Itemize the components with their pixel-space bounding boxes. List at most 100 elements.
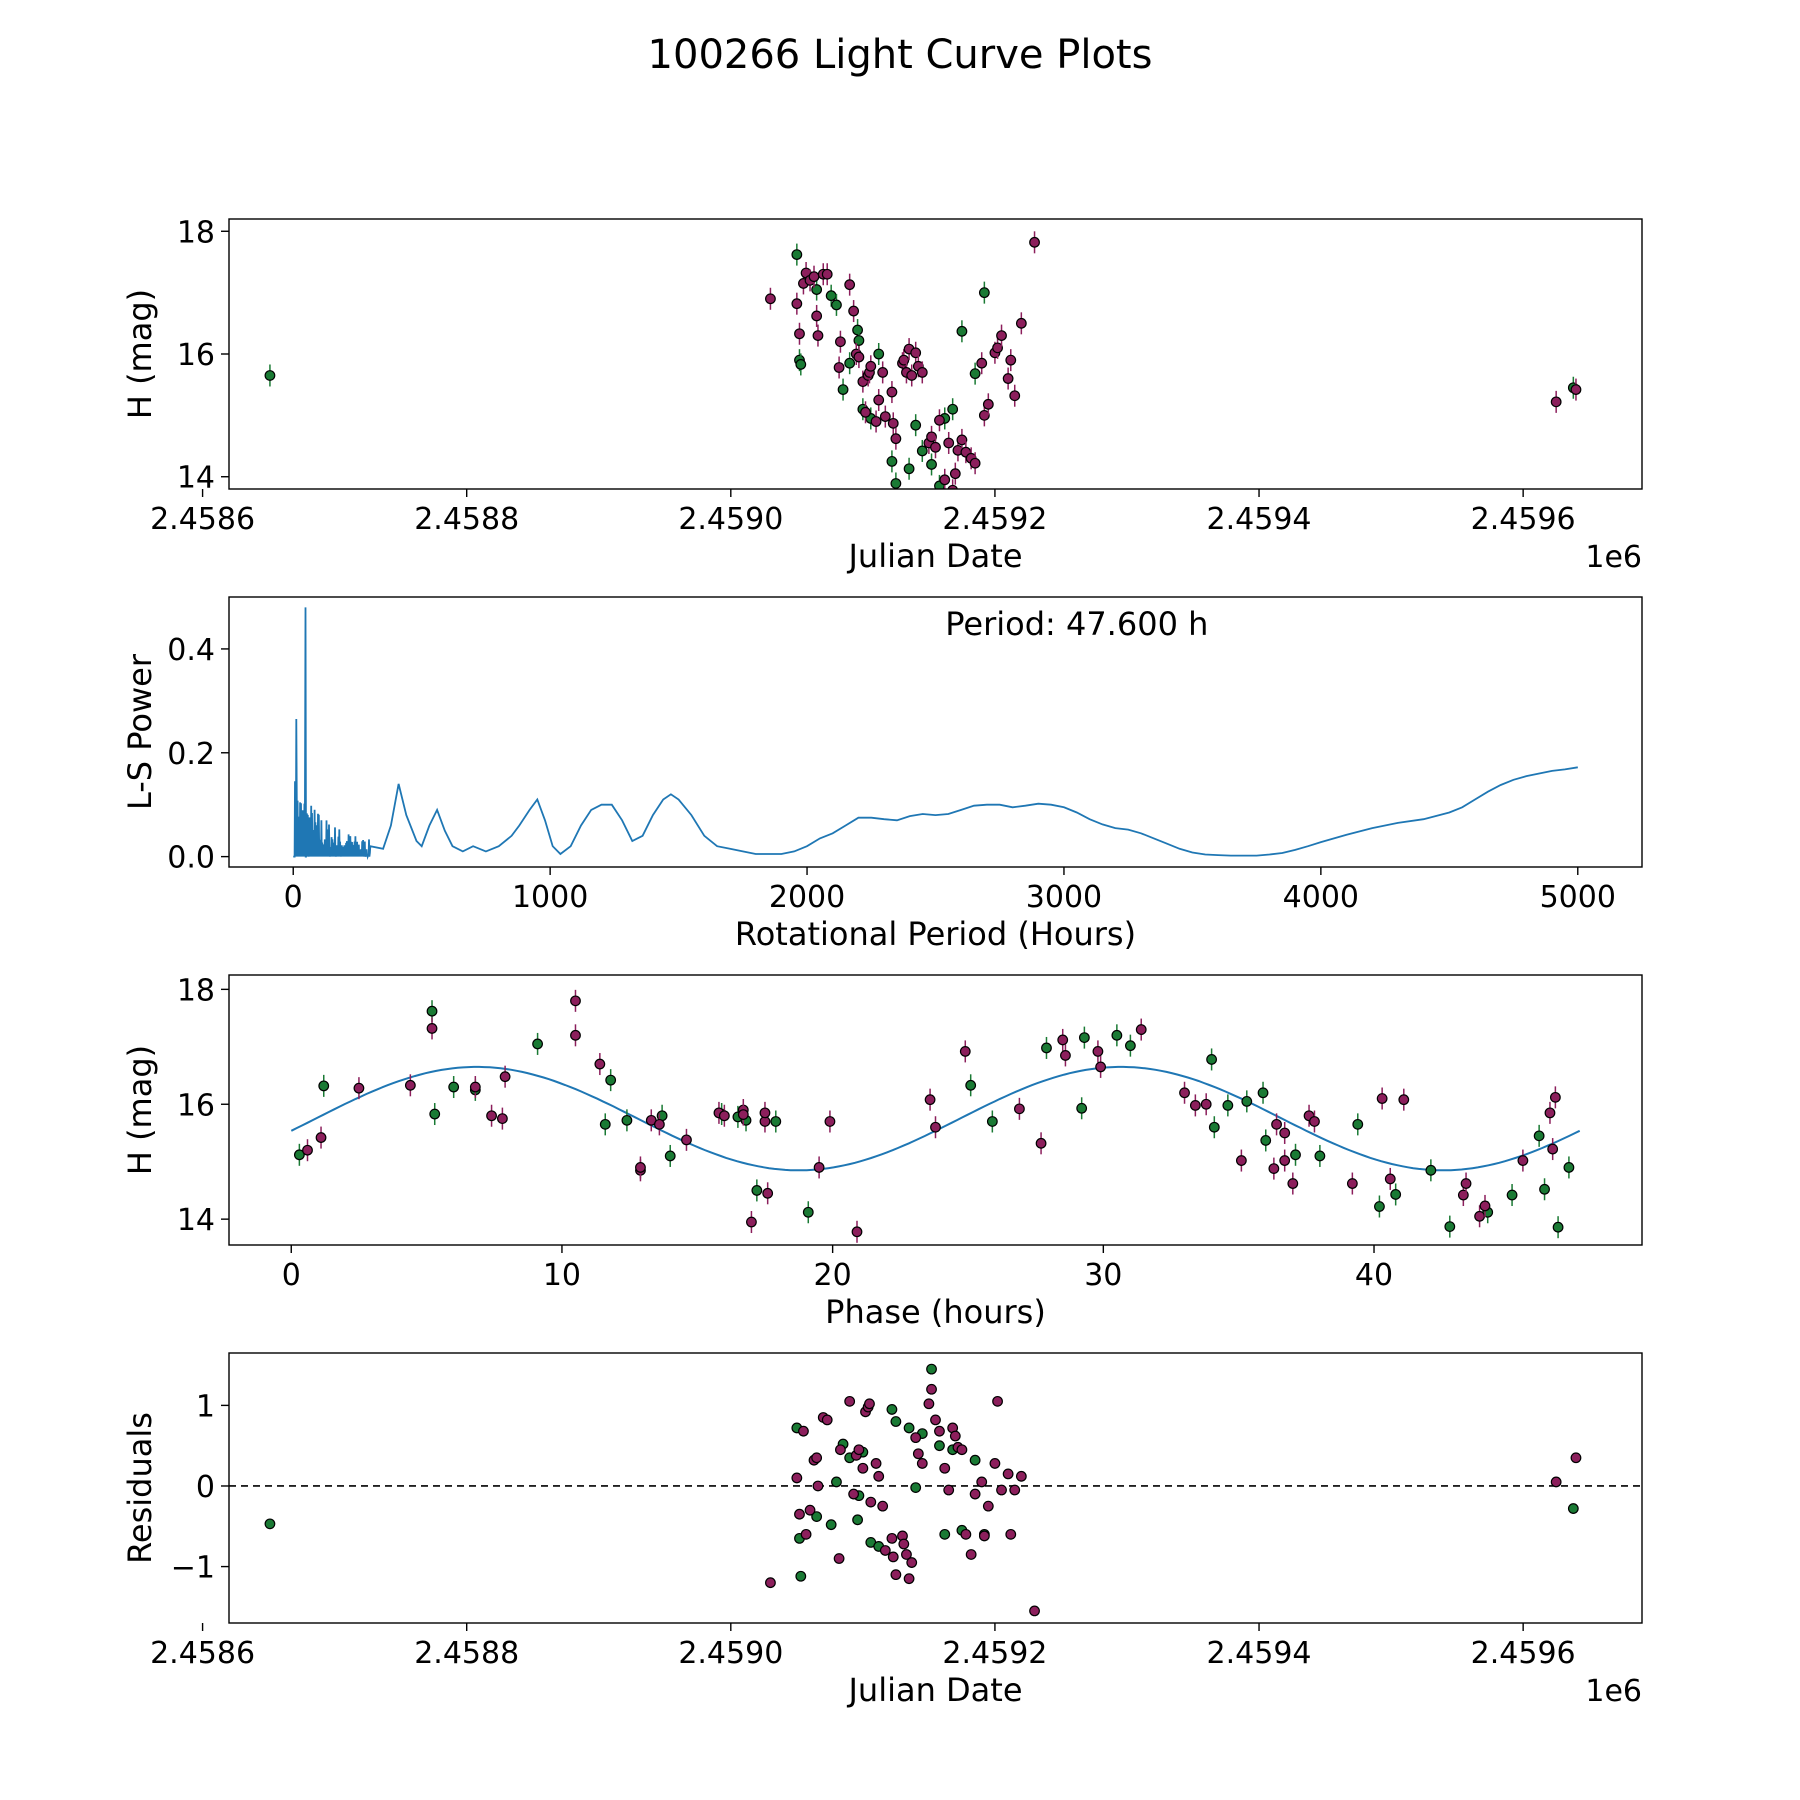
phased-light-curve-point-green: [426, 1005, 438, 1017]
light-curve-point-green: [853, 335, 865, 346]
light-curve-point-magenta: [916, 367, 928, 378]
light-curve-point-magenta: [865, 360, 877, 372]
phased-light-curve-point-magenta: [681, 1134, 692, 1146]
figure-title: 100266 Light Curve Plots: [648, 32, 1153, 78]
phased-light-curve-point-magenta: [746, 1216, 757, 1228]
light-curve-point-magenta: [1002, 373, 1014, 384]
light-curve-point-magenta: [812, 330, 824, 341]
phased-light-curve-point-magenta: [486, 1110, 497, 1122]
light-curve-point-magenta: [943, 437, 955, 449]
light-curve-xlabel: Julian Date: [846, 537, 1022, 575]
phased-light-curve-point-green: [1506, 1189, 1518, 1201]
phased-light-curve-point-green: [605, 1074, 617, 1086]
residuals-ylabel: Residuals: [121, 1412, 159, 1564]
phased-light-curve-point-magenta: [496, 1113, 508, 1125]
phased-light-curve-point-magenta: [930, 1121, 941, 1133]
phased-light-curve-point-magenta: [499, 1071, 511, 1083]
light-curve-point-magenta: [910, 347, 922, 359]
residuals-x-offset: 1e6: [1585, 1674, 1642, 1709]
residuals-point-green: [1567, 1503, 1579, 1514]
residuals-point-magenta: [879, 1545, 891, 1556]
phased-light-curve-point-magenta: [1460, 1178, 1472, 1189]
periodogram-xtick-label: 0: [284, 880, 303, 915]
residuals-point-magenta: [1550, 1476, 1562, 1488]
light-curve-marks: [264, 231, 1582, 489]
phased-light-curve-point-green: [429, 1108, 441, 1120]
phased-light-curve-point-magenta: [737, 1109, 749, 1120]
light-curve-point-magenta: [930, 441, 941, 453]
residuals-point-magenta: [939, 1462, 951, 1474]
periodogram-xtick-label: 3000: [1026, 880, 1102, 915]
residuals-point-magenta: [976, 1476, 988, 1488]
residuals-point-magenta: [949, 1430, 961, 1442]
light-curve-point-green: [873, 348, 885, 360]
light-curve-xtick-label: 2.4586: [150, 502, 255, 537]
phased-light-curve-point-green: [1111, 1029, 1123, 1041]
light-curve-ylabel: H (mag): [121, 289, 159, 419]
residuals-panel: 2.4586 2.4588 2.4590 2.4592 2.4594 2.4596 −1 0 1…: [121, 1352, 1643, 1709]
light-curve-point-magenta: [821, 268, 833, 280]
phased-light-curve-point-magenta: [1095, 1061, 1107, 1073]
light-curve-point-green: [969, 368, 981, 380]
phased-light-curve-point-magenta: [469, 1081, 481, 1093]
residuals-point-magenta: [877, 1500, 889, 1512]
residuals-point-green: [890, 1416, 902, 1427]
phased-light-curve-point-magenta: [1547, 1143, 1559, 1155]
phased-light-curve-point-magenta: [1057, 1034, 1069, 1046]
phased-light-curve-point-green: [599, 1118, 611, 1130]
periodogram-xlabel: Rotational Period (Hours): [735, 915, 1136, 953]
phased-light-curve-point-green: [1314, 1150, 1326, 1162]
periodogram-line: [293, 607, 1578, 861]
light-curve-point-green: [890, 478, 902, 489]
phased-light-curve-point-magenta: [1092, 1046, 1104, 1057]
light-curve-x-offset: 1e6: [1585, 540, 1642, 575]
residuals-point-magenta: [890, 1569, 902, 1581]
phased-light-curve-point-green: [1260, 1135, 1272, 1146]
residuals-point-magenta: [804, 1504, 816, 1516]
light-curve-point-magenta: [947, 484, 958, 489]
residuals-point-magenta: [926, 1383, 937, 1395]
phased-light-curve-point-magenta: [570, 1029, 581, 1041]
phased-light-curve-point-magenta: [1189, 1100, 1201, 1111]
phased-light-curve-point-green: [664, 1150, 676, 1162]
residuals-point-magenta: [978, 1530, 990, 1542]
residuals-point-magenta: [844, 1395, 856, 1407]
residuals-point-magenta: [960, 1528, 972, 1540]
residuals-point-magenta: [1009, 1484, 1021, 1496]
light-curve-point-magenta: [906, 370, 918, 381]
phased-light-curve-point-green: [1290, 1149, 1301, 1161]
phased-light-curve-point-magenta: [1376, 1093, 1388, 1104]
residuals-point-green: [852, 1514, 863, 1526]
residuals-xlabel: Julian Date: [846, 1671, 1022, 1709]
phased-light-curve-point-magenta: [1060, 1050, 1071, 1061]
residuals-xtick-label: 2.4592: [942, 1636, 1047, 1671]
light-curve-point-magenta: [848, 305, 860, 317]
phased-light-curve-point-green: [1533, 1130, 1545, 1142]
residuals-ticks: 2.4586 2.4588 2.4590 2.4592 2.4594 2.4596 −1 0 1: [150, 1389, 1576, 1671]
phased-light-curve-point-green: [1206, 1054, 1218, 1065]
light-curve-point-magenta: [926, 431, 937, 443]
periodogram-axes-frame: [228, 596, 1643, 868]
phased-light-curve-point-magenta: [1544, 1107, 1556, 1119]
residuals-point-green: [831, 1476, 842, 1488]
phased-light-curve-marks: [290, 989, 1581, 1243]
light-curve-point-magenta: [835, 336, 846, 348]
phased-light-curve-point-magenta: [1384, 1173, 1396, 1185]
phased-light-curve-point-green: [1124, 1040, 1136, 1052]
residuals-point-magenta: [811, 1452, 823, 1464]
light-curve-point-magenta: [1570, 384, 1582, 395]
light-curve-ytick-label: 14: [177, 461, 215, 496]
light-curve-point-green: [956, 325, 968, 337]
light-curve-point-magenta: [794, 328, 805, 340]
light-curve-point-green: [791, 249, 803, 260]
light-curve-point-green: [795, 359, 807, 370]
residuals-point-magenta: [965, 1549, 977, 1560]
light-curve-point-magenta: [992, 342, 1003, 354]
residuals-point-magenta: [903, 1573, 915, 1585]
phased-light-curve-point-magenta: [1479, 1200, 1491, 1212]
phased-light-curve-xtick-label: 30: [1084, 1258, 1122, 1293]
periodogram-xtick-label: 1000: [512, 880, 588, 915]
light-curve-point-magenta: [860, 406, 871, 418]
phased-light-curve-ytick-label: 16: [177, 1088, 215, 1123]
